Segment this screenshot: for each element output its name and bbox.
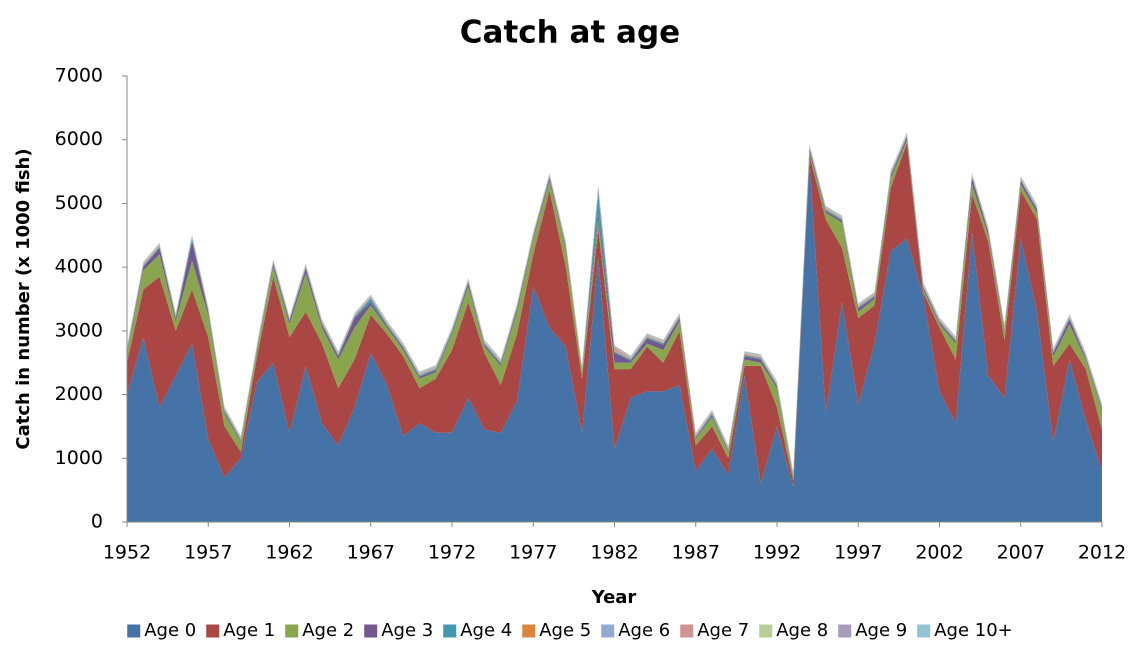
area-series bbox=[127, 158, 1102, 523]
legend-label: Age 3 bbox=[381, 620, 433, 641]
y-tick-label: 7000 bbox=[55, 65, 103, 87]
legend-item: Age 0 bbox=[127, 620, 196, 641]
legend-label: Age 0 bbox=[144, 620, 196, 641]
x-tick-label: 1992 bbox=[753, 542, 801, 564]
legend-label: Age 5 bbox=[539, 620, 591, 641]
y-tick-label: 0 bbox=[91, 511, 103, 533]
y-tick-label: 2000 bbox=[55, 383, 103, 405]
legend-swatch bbox=[917, 624, 931, 638]
legend-item: Age 8 bbox=[759, 620, 828, 641]
legend-label: Age 9 bbox=[855, 620, 907, 641]
axes: 0 1000 2000 3000 4000 5000 6000 7000 1952 1957 196… bbox=[55, 65, 1127, 564]
legend-item: Age 7 bbox=[680, 620, 749, 641]
legend-label: Age 10+ bbox=[934, 620, 1013, 641]
y-tick-label: 3000 bbox=[55, 319, 103, 341]
legend-label: Age 6 bbox=[618, 620, 670, 641]
legend-item: Age 3 bbox=[364, 620, 433, 641]
x-tick-label: 1952 bbox=[103, 542, 151, 564]
legend-swatch bbox=[601, 624, 615, 638]
legend-item: Age 9 bbox=[838, 620, 907, 641]
legend-swatch bbox=[838, 624, 852, 638]
y-tick-label: 1000 bbox=[55, 447, 103, 469]
legend-swatch bbox=[206, 624, 220, 638]
legend-item: Age 5 bbox=[522, 620, 591, 641]
legend-label: Age 8 bbox=[776, 620, 828, 641]
legend-item: Age 1 bbox=[206, 620, 275, 641]
x-axis-title: Year bbox=[591, 587, 637, 608]
legend-item: Age 4 bbox=[443, 620, 512, 641]
area-series bbox=[127, 142, 1102, 487]
legend: Age 0 Age 1 Age 2 Age 3 Age 4 Age 5 Age 6 Age 7… bbox=[127, 620, 1013, 641]
legend-label: Age 1 bbox=[223, 620, 275, 641]
legend-label: Age 4 bbox=[460, 620, 512, 641]
x-tick-label: 1982 bbox=[590, 542, 638, 564]
legend-swatch bbox=[127, 624, 141, 638]
x-tick-label: 1962 bbox=[265, 542, 313, 564]
legend-swatch bbox=[522, 624, 536, 638]
legend-swatch bbox=[364, 624, 378, 638]
y-tick-label: 4000 bbox=[55, 256, 103, 278]
x-tick-label: 1972 bbox=[428, 542, 476, 564]
x-tick-label: 1987 bbox=[672, 542, 720, 564]
legend-item: Age 6 bbox=[601, 620, 670, 641]
chart-title: Catch at age bbox=[460, 15, 680, 51]
legend-item: Age 2 bbox=[285, 620, 354, 641]
x-tick-label: 2012 bbox=[1078, 542, 1126, 564]
plot-area bbox=[127, 132, 1102, 523]
y-axis-title: Catch in number (x 1000 fish) bbox=[13, 148, 34, 449]
legend-swatch bbox=[680, 624, 694, 638]
x-tick-label: 1967 bbox=[347, 542, 395, 564]
x-tick-label: 2002 bbox=[915, 542, 963, 564]
x-tick-label: 1977 bbox=[509, 542, 557, 564]
legend-swatch bbox=[443, 624, 457, 638]
legend-label: Age 7 bbox=[697, 620, 749, 641]
x-tick-label: 2007 bbox=[997, 542, 1045, 564]
legend-item: Age 10+ bbox=[917, 620, 1013, 641]
x-tick-label: 1997 bbox=[834, 542, 882, 564]
y-tick-label: 6000 bbox=[55, 128, 103, 150]
legend-label: Age 2 bbox=[302, 620, 354, 641]
y-tick-label: 5000 bbox=[55, 192, 103, 214]
x-tick-label: 1957 bbox=[184, 542, 232, 564]
legend-swatch bbox=[759, 624, 773, 638]
legend-swatch bbox=[285, 624, 299, 638]
